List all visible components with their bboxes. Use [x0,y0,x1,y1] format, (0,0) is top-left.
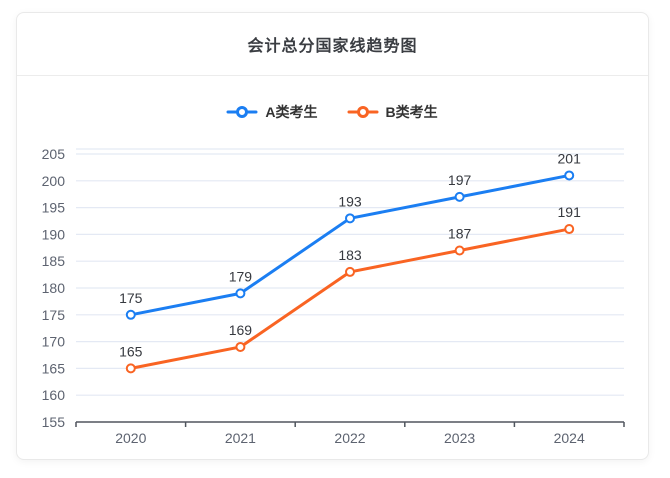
data-point-1-2[interactable] [345,266,355,277]
chart-card: 会计总分国家线趋势图 A类考生 B类考生 155 160 165 170 175 180 18… [16,12,649,460]
legend-marker-icon [226,106,258,118]
y-axis-label: 165 [42,360,66,376]
data-point-0-0[interactable] [125,309,136,320]
data-point-label: 197 [448,172,472,188]
legend-marker-icon [347,106,378,118]
data-point-0-4[interactable] [564,170,575,181]
chart-card-header: 会计总分国家线趋势图 [17,13,648,76]
data-point-1-1[interactable] [235,341,246,352]
y-axis-label: 160 [42,387,66,403]
legend-item-0[interactable]: A类考生 [226,102,318,122]
data-point-0-2[interactable] [345,213,355,224]
data-point-label: 183 [338,247,362,263]
y-axis-label: 195 [42,200,66,216]
y-axis-label: 170 [42,334,66,350]
y-axis-label: 190 [42,226,66,242]
data-point-label: 169 [229,322,253,338]
y-axis-label: 200 [42,173,66,189]
chart-legend: A类考生 B类考生 [17,101,648,123]
y-axis-label: 185 [42,253,66,269]
data-point-1-0[interactable] [125,363,136,374]
y-axis-label: 175 [42,307,66,323]
data-point-label: 179 [229,268,253,284]
data-point-label: 175 [119,290,143,306]
x-axis-label: 2024 [554,430,585,446]
data-point-label: 187 [448,225,472,241]
y-axis-label: 180 [42,280,66,296]
legend-label: A类考生 [265,104,318,120]
x-axis-label: 2023 [444,430,475,446]
data-point-label: 165 [119,343,143,359]
y-axis-label: 205 [42,146,66,162]
data-point-0-1[interactable] [235,288,246,299]
line-chart[interactable]: 155 160 165 170 175 180 185 190 195 200 205 2020 202… [17,137,649,457]
line-chart-canvas[interactable]: 155 160 165 170 175 180 185 190 195 200 205 2020 202… [17,137,649,457]
data-point-label: 193 [338,193,362,209]
data-point-1-4[interactable] [564,224,575,235]
y-axis-label: 155 [42,414,66,430]
data-point-label: 201 [558,150,582,166]
data-point-label: 191 [558,204,582,220]
x-axis-label: 2021 [225,430,256,446]
data-point-1-3[interactable] [454,245,465,256]
x-axis-label: 2022 [334,430,365,446]
legend-label: B类考生 [385,104,438,120]
legend-item-1[interactable]: B类考生 [347,102,438,122]
x-axis-label: 2020 [115,430,146,446]
data-point-0-3[interactable] [454,191,465,202]
chart-title: 会计总分国家线趋势图 [247,38,418,55]
